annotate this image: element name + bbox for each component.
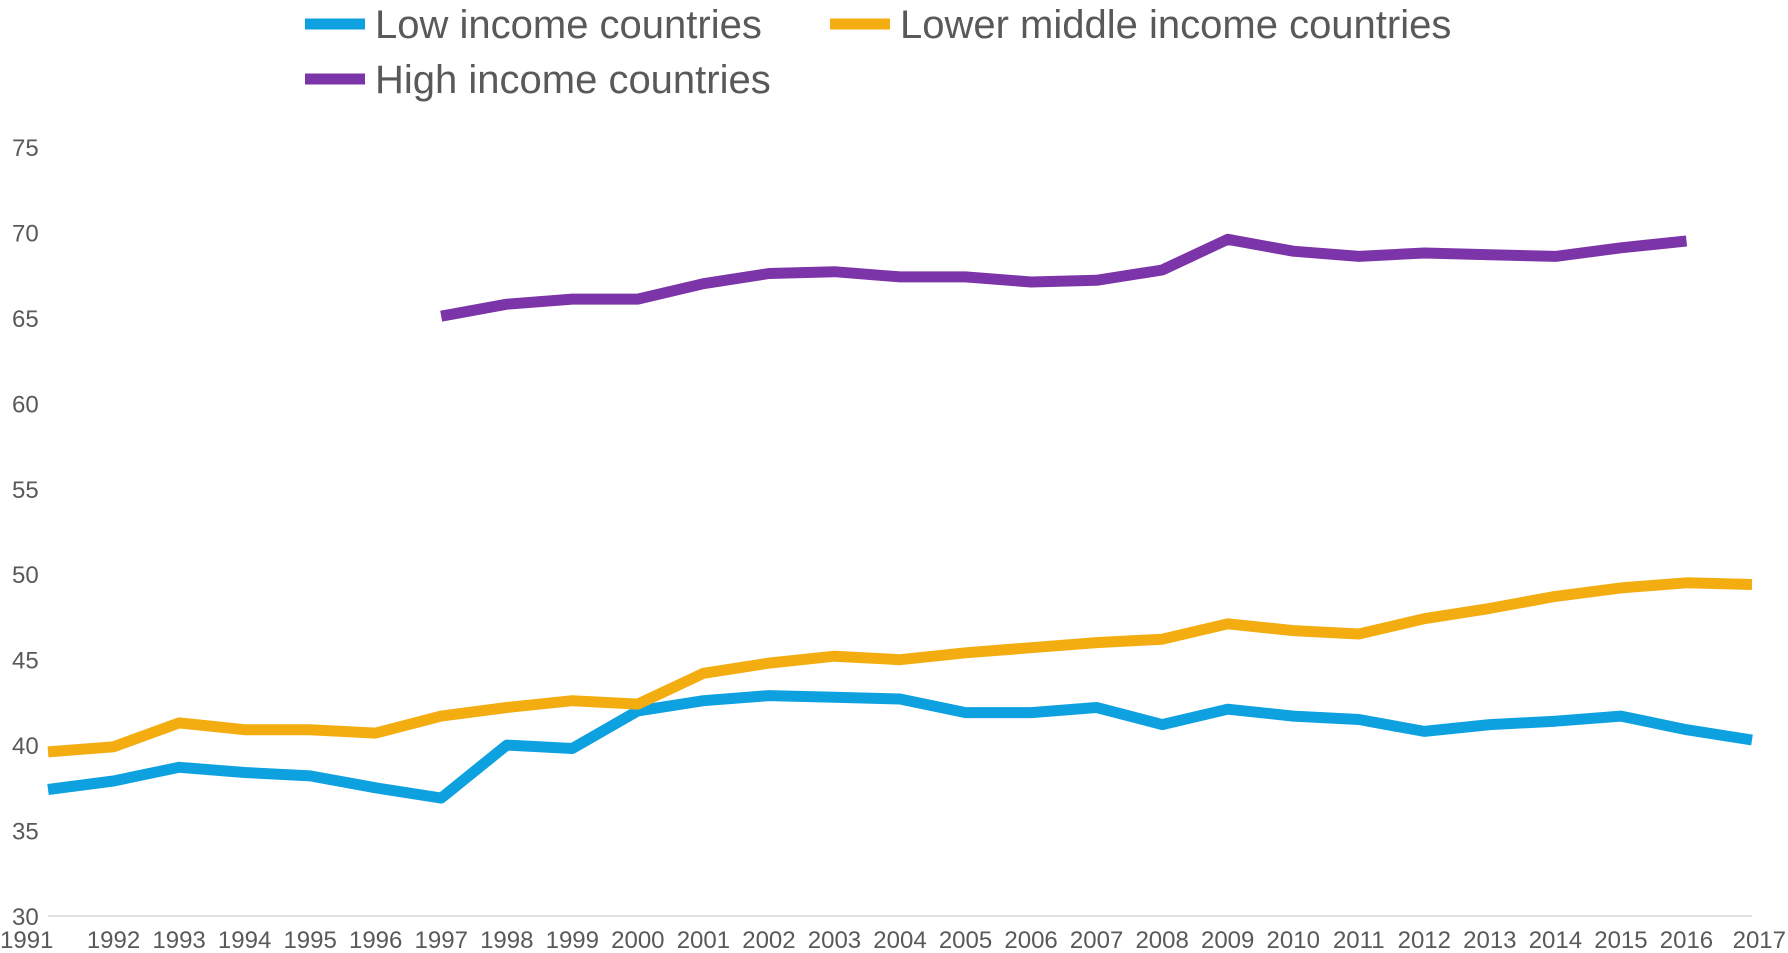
x-tick-label: 1995	[283, 927, 336, 953]
x-tick-label: 2006	[1004, 927, 1057, 953]
plot-area	[47, 233, 1753, 804]
x-tick-label: 1996	[349, 927, 402, 953]
x-tick-label: 2015	[1594, 927, 1647, 953]
x-tick-label: 2005	[939, 927, 992, 953]
x-tick-label: 1998	[480, 927, 533, 953]
x-tick-label: 2003	[808, 927, 861, 953]
x-tick-label: 2017	[1733, 927, 1786, 953]
x-tick-label: 1993	[152, 927, 205, 953]
x-tick-label: 1999	[546, 927, 599, 953]
y-tick-label: 65	[12, 306, 39, 333]
x-tick-label: 2009	[1201, 927, 1254, 953]
y-tick-label: 35	[12, 819, 39, 846]
x-tick-label: 2001	[677, 927, 730, 953]
y-tick-label: 70	[12, 220, 39, 247]
x-tick-label: 2008	[1135, 927, 1188, 953]
x-tick-label: 2013	[1463, 927, 1516, 953]
x-tick-label: 2011	[1333, 927, 1385, 953]
y-tick-label: 50	[12, 562, 39, 589]
legend-label: Lower middle income countries	[900, 3, 1451, 47]
y-tick-label: 40	[12, 733, 39, 760]
x-tick-label: 1992	[87, 927, 140, 953]
x-tick-label: 2000	[611, 927, 664, 953]
x-tick-label: 1997	[415, 927, 468, 953]
y-axis: 30 35 40 45 50 55 60 65 70 75	[12, 135, 39, 931]
x-tick-label: 1994	[218, 927, 271, 953]
x-tick-label: 2016	[1660, 927, 1713, 953]
legend-label: Low income countries	[375, 3, 762, 47]
y-tick-label: 30	[12, 904, 39, 931]
legend-label: High income countries	[375, 58, 771, 102]
x-tick-label: 2014	[1529, 927, 1582, 953]
legend: Low income countries Lower middle income …	[305, 3, 1451, 102]
x-tick-label: 2007	[1070, 927, 1123, 953]
y-tick-label: 55	[12, 477, 39, 504]
y-tick-label: 45	[12, 648, 39, 675]
x-tick-label: 2002	[742, 927, 795, 953]
x-tick-label: 2012	[1398, 927, 1451, 953]
x-tick-label: 1991	[0, 927, 53, 953]
x-tick-label: 2004	[873, 927, 926, 953]
series-line	[440, 233, 1688, 322]
y-tick-label: 75	[12, 135, 39, 162]
y-tick-label: 60	[12, 391, 39, 418]
x-tick-label: 2010	[1267, 927, 1320, 953]
series-line	[47, 690, 1753, 804]
x-axis: 1991 1992 1993 1994 1995 1996 1997 1998 1999 2000…	[0, 915, 1786, 953]
series-line	[47, 577, 1753, 758]
